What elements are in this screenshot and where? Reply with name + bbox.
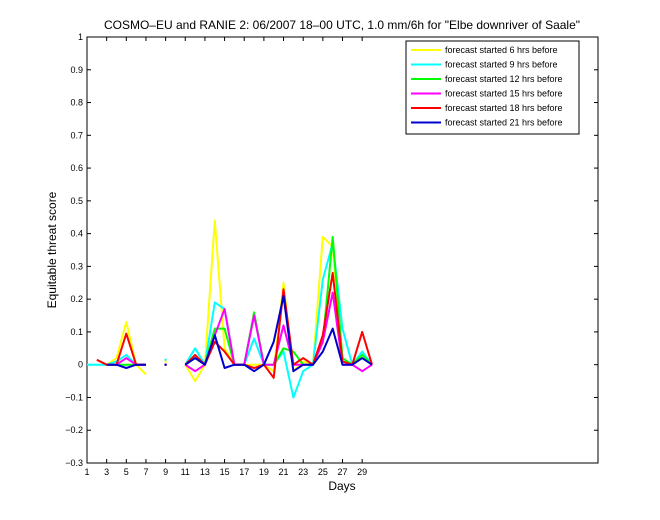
y-tick-label: 0.7 <box>70 130 83 140</box>
series-6 <box>106 294 373 373</box>
y-tick-label: 0.9 <box>70 65 83 75</box>
x-tick-label: 3 <box>104 467 109 477</box>
y-tick-label: −0.2 <box>65 425 83 435</box>
legend-entry: forecast started 9 hrs before <box>445 60 558 70</box>
x-tick-label: 17 <box>239 467 249 477</box>
legend-entry: forecast started 18 hrs before <box>445 103 563 113</box>
legend-entry: forecast started 15 hrs before <box>445 89 563 99</box>
y-tick-label: −0.1 <box>65 392 83 402</box>
data-point <box>164 358 167 361</box>
y-tick-label: 0.8 <box>70 98 83 108</box>
legend-entry: forecast started 6 hrs before <box>445 45 558 55</box>
x-tick-label: 11 <box>181 467 190 477</box>
x-axis-label: Days <box>328 479 355 493</box>
series-line <box>106 363 146 369</box>
x-tick-label: 19 <box>259 467 269 477</box>
y-tick-label: −0.3 <box>65 458 83 468</box>
y-tick-label: 0.3 <box>70 261 83 271</box>
y-tick-label: 0.1 <box>70 327 83 337</box>
x-tick-label: 27 <box>337 467 347 477</box>
legend-entry: forecast started 21 hrs before <box>445 118 563 128</box>
x-tick-label: 7 <box>143 467 148 477</box>
axis-ticks: 1 3 5 7 9 11 13 15 17 19 21 23 25 27 29−0.3−0.2−0.100.… <box>65 32 598 477</box>
x-tick-label: 29 <box>357 467 367 477</box>
y-axis-label: Equitable threat score <box>45 191 59 308</box>
x-tick-label: 9 <box>163 467 168 477</box>
chart-title: COSMO–EU and RANIE 2: 06/2007 18–00 UTC,… <box>104 18 580 32</box>
x-tick-label: 25 <box>318 467 328 477</box>
x-tick-label: 15 <box>220 467 230 477</box>
x-tick-label: 5 <box>124 467 129 477</box>
legend: forecast started 6 hrs before forecast st… <box>405 40 580 135</box>
x-tick-label: 21 <box>279 467 289 477</box>
legend-entry: forecast started 12 hrs before <box>445 74 563 84</box>
y-tick-label: 0 <box>78 360 83 370</box>
legend-box <box>405 40 580 135</box>
x-tick-label: 1 <box>84 467 89 477</box>
y-tick-label: 0.4 <box>70 229 83 239</box>
y-tick-label: 0.5 <box>70 196 83 206</box>
x-tick-label: 23 <box>298 467 308 477</box>
y-tick-label: 1 <box>78 32 83 42</box>
y-tick-label: 0.2 <box>70 294 83 304</box>
x-tick-label: 13 <box>200 467 210 477</box>
y-tick-label: 0.6 <box>70 163 83 173</box>
series-line <box>184 294 373 373</box>
data-point <box>164 363 167 366</box>
series-line <box>106 321 147 376</box>
series-layer <box>87 219 373 399</box>
